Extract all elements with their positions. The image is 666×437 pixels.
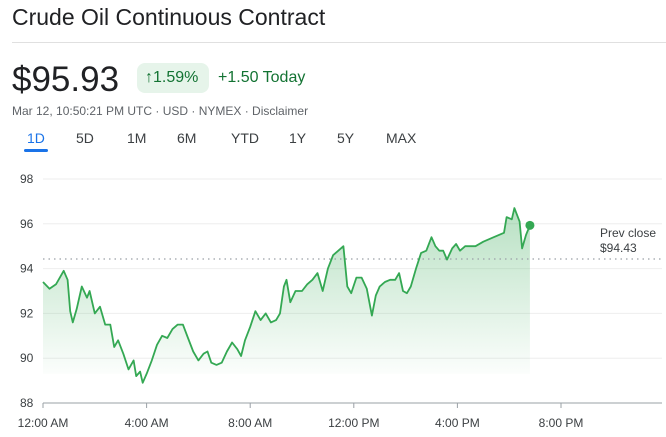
y-tick-label: 98 (20, 172, 34, 186)
change-percent-badge: ↑1.59% (137, 63, 209, 93)
tab-6m[interactable]: 6M (177, 130, 197, 146)
price-area (43, 208, 530, 383)
y-tick-label: 88 (20, 396, 34, 410)
tab-ytd[interactable]: YTD (231, 130, 259, 146)
x-tick-label: 8:00 AM (228, 416, 272, 430)
x-tick-label: 12:00 PM (328, 416, 379, 430)
x-tick-label: 4:00 PM (435, 416, 480, 430)
quote-meta[interactable]: Mar 12, 10:50:21 PM UTC · USD · NYMEX · … (12, 104, 309, 118)
tab-1m[interactable]: 1M (127, 130, 147, 146)
tab-5y[interactable]: 5Y (337, 130, 355, 146)
prev-close-label: Prev close (600, 226, 656, 240)
divider (12, 42, 666, 43)
change-percent: 1.59% (153, 69, 199, 86)
tab-5d[interactable]: 5D (76, 130, 94, 146)
y-tick-label: 94 (20, 262, 34, 276)
tab-max[interactable]: MAX (386, 130, 417, 146)
price-line (42, 207, 531, 384)
x-tick-label: 8:00 PM (539, 416, 584, 430)
tab-1y[interactable]: 1Y (289, 130, 307, 146)
prev-close-value: $94.43 (600, 241, 637, 255)
current-price-dot (525, 220, 535, 230)
current-price: $95.93 (12, 60, 120, 99)
y-tick-label: 90 (20, 351, 34, 365)
page-title: Crude Oil Continuous Contract (12, 4, 326, 30)
y-tick-label: 96 (20, 217, 34, 231)
x-tick-label: 4:00 AM (125, 416, 169, 430)
tab-1d[interactable]: 1D (24, 130, 48, 152)
y-tick-label: 92 (20, 306, 34, 320)
arrow-up-icon: ↑ (145, 69, 153, 86)
x-tick-label: 12:00 AM (18, 416, 69, 430)
change-today: +1.50 Today (218, 69, 306, 86)
